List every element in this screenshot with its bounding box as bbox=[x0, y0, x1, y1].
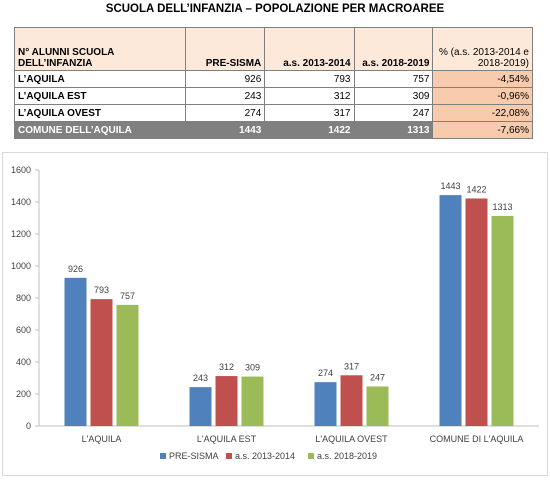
bar bbox=[439, 195, 462, 426]
cell-2018: 247 bbox=[353, 104, 434, 122]
header-2018-2019: a.s. 2018-2019 bbox=[353, 27, 434, 71]
y-tick-label: 1400 bbox=[11, 197, 31, 207]
cell-pre: 274 bbox=[185, 104, 266, 122]
bar-chart: 0 200 400 600 800 1000 1200 1400 1600 926 793 757 L'… bbox=[11, 165, 539, 461]
legend-label: PRE-SISMA bbox=[169, 451, 219, 461]
bar bbox=[189, 387, 212, 426]
cell-pct: -22,08% bbox=[432, 104, 533, 122]
cell-2018: 309 bbox=[353, 87, 434, 105]
bar-chart-container: 0 200 400 600 800 1000 1200 1400 1600 926 793 757 L'… bbox=[2, 152, 548, 476]
header-pre-sisma: PRE-SISMA bbox=[185, 27, 266, 71]
header-percent: % (a.s. 2013-2014 e 2018-2019) bbox=[432, 27, 533, 71]
bar bbox=[215, 376, 238, 426]
x-tick-label: L'AQUILA EST bbox=[197, 434, 257, 444]
y-tick-label: 1000 bbox=[11, 261, 31, 271]
data-label: 926 bbox=[68, 264, 83, 274]
y-tick-label: 400 bbox=[16, 357, 31, 367]
cell-2013: 317 bbox=[264, 104, 355, 122]
y-tick-label: 800 bbox=[16, 293, 31, 303]
data-label: 793 bbox=[94, 285, 109, 295]
legend-swatch bbox=[308, 453, 314, 459]
legend-label: a.s. 2018-2019 bbox=[317, 451, 377, 461]
data-label: 1422 bbox=[466, 184, 486, 194]
page-title: SCUOLA DELL’INFANZIA – POPOLAZIONE PER M… bbox=[105, 3, 445, 15]
data-label: 247 bbox=[370, 372, 385, 382]
y-tick-label: 0 bbox=[26, 421, 31, 431]
bar bbox=[465, 198, 488, 426]
table-total-row: COMUNE DELL’AQUILA 1443 1422 1313 -7,66% bbox=[13, 121, 533, 139]
row-label: L’AQUILA bbox=[13, 70, 187, 88]
bar bbox=[116, 304, 139, 426]
data-label: 243 bbox=[193, 373, 208, 383]
data-label: 1443 bbox=[440, 181, 460, 191]
cell-2013: 793 bbox=[264, 70, 355, 88]
legend-label: a.s. 2013-2014 bbox=[235, 451, 295, 461]
row-label: COMUNE DELL’AQUILA bbox=[13, 121, 187, 139]
bar bbox=[340, 375, 363, 426]
bar bbox=[491, 215, 514, 426]
cell-pre: 243 bbox=[185, 87, 266, 105]
y-tick-label: 200 bbox=[16, 389, 31, 399]
table-row: L’AQUILA EST 243 312 309 -0,96% bbox=[13, 87, 533, 105]
cell-pct: -4,54% bbox=[432, 70, 533, 88]
cell-pct: -0,96% bbox=[432, 87, 533, 105]
bar bbox=[366, 386, 389, 426]
bar bbox=[90, 299, 113, 426]
header-alunni: N° ALUNNI SCUOLA DELL’INFANZIA bbox=[13, 27, 187, 71]
y-tick-label: 1200 bbox=[11, 229, 31, 239]
data-label: 317 bbox=[344, 361, 359, 371]
cell-pct: -7,66% bbox=[432, 121, 533, 139]
row-label: L’AQUILA OVEST bbox=[13, 104, 187, 122]
legend-swatch bbox=[160, 453, 166, 459]
table-row: L’AQUILA 926 793 757 -4,54% bbox=[13, 70, 533, 88]
row-label: L’AQUILA EST bbox=[13, 87, 187, 105]
data-label: 312 bbox=[219, 362, 234, 372]
table-header-row: N° ALUNNI SCUOLA DELL’INFANZIA PRE-SISMA… bbox=[13, 27, 533, 71]
data-label: 757 bbox=[120, 291, 135, 301]
bar bbox=[241, 376, 264, 426]
cell-2018: 757 bbox=[353, 70, 434, 88]
cell-2013: 1422 bbox=[264, 121, 355, 139]
data-label: 274 bbox=[318, 368, 333, 378]
cell-2018: 1313 bbox=[353, 121, 434, 139]
y-tick-label: 1600 bbox=[11, 165, 31, 175]
x-tick-label: L'AQUILA bbox=[82, 434, 122, 444]
table-row: L’AQUILA OVEST 274 317 247 -22,08% bbox=[13, 104, 533, 122]
header-2013-2014: a.s. 2013-2014 bbox=[264, 27, 355, 71]
data-label: 309 bbox=[245, 363, 260, 373]
bar bbox=[314, 382, 337, 426]
cell-pre: 1443 bbox=[185, 121, 266, 139]
bar bbox=[64, 277, 87, 426]
cell-pre: 926 bbox=[185, 70, 266, 88]
population-table: N° ALUNNI SCUOLA DELL’INFANZIA PRE-SISMA… bbox=[13, 27, 533, 139]
data-label: 1313 bbox=[492, 202, 512, 212]
x-tick-label: COMUNE DI L'AQUILA bbox=[430, 434, 524, 444]
y-tick-label: 600 bbox=[16, 325, 31, 335]
legend-swatch bbox=[226, 453, 232, 459]
cell-2013: 312 bbox=[264, 87, 355, 105]
x-tick-label: L'AQUILA OVEST bbox=[315, 434, 388, 444]
